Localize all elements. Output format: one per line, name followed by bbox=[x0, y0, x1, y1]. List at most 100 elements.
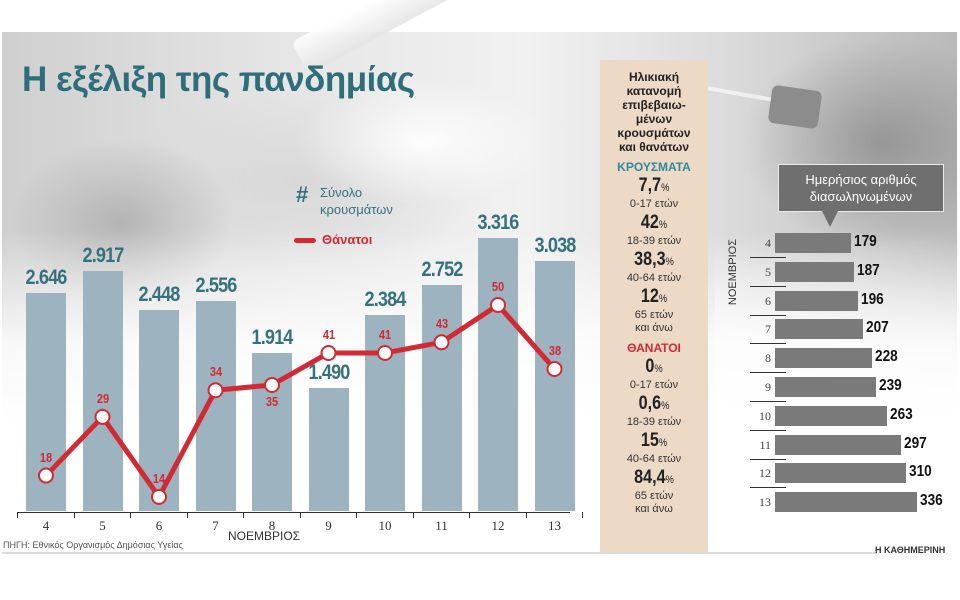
deaths-legend-swatch bbox=[294, 238, 316, 243]
cases-age-range: 0-17 ετών bbox=[629, 198, 679, 210]
cases-age-value: 38,3% bbox=[608, 250, 700, 272]
x-axis-tick bbox=[130, 512, 131, 518]
deaths-point bbox=[151, 488, 167, 505]
intubated-row-divider bbox=[750, 257, 786, 258]
deaths-point bbox=[264, 376, 280, 393]
percent-sign: % bbox=[658, 293, 668, 305]
x-axis-label: 13 bbox=[548, 518, 561, 533]
deaths-pct-number: 0,6 bbox=[638, 393, 662, 414]
intubated-value-label: 263 bbox=[889, 405, 913, 423]
age-title-line: κρουσμάτων bbox=[617, 126, 691, 140]
cases-age-range: και άνω bbox=[635, 322, 673, 334]
cases-bar-label: 1.490 bbox=[308, 361, 350, 385]
intubated-day-label: 10 bbox=[759, 408, 771, 423]
deaths-age-range: 65 ετών bbox=[634, 490, 674, 502]
x-axis-tick bbox=[469, 512, 470, 518]
footer-divider bbox=[2, 552, 877, 554]
cases-bar-label: 3.038 bbox=[534, 233, 576, 257]
intubated-day-label: 9 bbox=[765, 380, 771, 394]
deaths-age-range: 40-64 ετών bbox=[626, 453, 682, 465]
cases-bar-label: 3.316 bbox=[477, 211, 520, 235]
cases-age-value: 12% bbox=[608, 287, 700, 309]
cases-bar-label: 2.917 bbox=[82, 243, 124, 267]
cases-bar-label: 2.556 bbox=[195, 273, 237, 297]
deaths-pct-number: 84,4 bbox=[634, 467, 666, 488]
deaths-age-range: και άνω bbox=[635, 503, 673, 515]
deaths-value-label: 50 bbox=[491, 279, 505, 294]
intubated-row-divider bbox=[750, 429, 786, 431]
source-note: ΠΗΓΗ: Εθνικός Οργανισμός Δημόσιας Υγείας bbox=[3, 540, 183, 550]
intubated-row-divider bbox=[750, 401, 786, 402]
deaths-pct-number: 0 bbox=[645, 356, 655, 377]
x-axis-label: 8 bbox=[268, 518, 276, 533]
deaths-age-value: 84,4% bbox=[608, 468, 700, 490]
intubated-row-divider bbox=[750, 314, 786, 316]
chart-title: Η εξέλιξη της πανδημίας bbox=[22, 60, 415, 99]
x-axis-label: 10 bbox=[378, 518, 392, 533]
intubated-bar bbox=[775, 233, 851, 253]
cases-age-range: 65 ετών bbox=[634, 309, 674, 321]
cases-bar bbox=[478, 238, 518, 511]
deaths-point bbox=[546, 360, 563, 377]
cases-bar-label: 1.914 bbox=[251, 326, 294, 350]
age-title-line: επιβεβαιω- bbox=[622, 98, 686, 112]
x-axis-tick bbox=[186, 512, 188, 518]
cases-age-list: 7,7% 0-17 ετών 42% 18-39 ετών 38,3% 40-64 ετώ… bbox=[600, 176, 708, 335]
intubated-day-label: 12 bbox=[759, 466, 771, 481]
intubated-value-label: 297 bbox=[903, 434, 927, 452]
cases-pct-number: 7,7 bbox=[638, 175, 662, 196]
age-title-line: μένων bbox=[635, 112, 673, 126]
deaths-legend-label: Θάνατοι bbox=[322, 232, 373, 247]
x-axis-label: 7 bbox=[212, 518, 219, 533]
percent-sign: % bbox=[665, 256, 674, 268]
deaths-value-label: 43 bbox=[435, 316, 448, 332]
deaths-age-value: 15% bbox=[608, 431, 700, 453]
intubated-value-label: 310 bbox=[909, 463, 933, 481]
callout-pointer bbox=[822, 211, 838, 227]
deaths-age-value: 0% bbox=[608, 357, 700, 379]
intubated-bar bbox=[775, 348, 872, 369]
cases-legend-line1: Σύνολο bbox=[320, 185, 363, 200]
intubated-bar bbox=[775, 463, 907, 484]
deaths-point bbox=[490, 297, 506, 313]
intubated-row-divider bbox=[750, 458, 786, 460]
cases-bar bbox=[534, 260, 575, 511]
intubated-value-label: 196 bbox=[861, 290, 884, 308]
intubated-day-label: 5 bbox=[765, 264, 771, 279]
percent-sign: % bbox=[658, 437, 668, 449]
intubated-value-label: 207 bbox=[865, 319, 889, 337]
deaths-age-range: 18-39 ετών bbox=[626, 416, 682, 428]
x-axis-label: 12 bbox=[491, 518, 505, 533]
deaths-point bbox=[94, 408, 111, 425]
cases-bar bbox=[82, 270, 123, 511]
intubated-row-divider bbox=[750, 372, 786, 374]
x-axis-title: ΝΟΕΜΒΡΙΟΣ bbox=[228, 529, 301, 543]
deaths-point bbox=[207, 382, 224, 399]
intubated-month-label: ΝΟΕΜΒΡΙΟΣ bbox=[727, 239, 739, 306]
intubated-value-label: 336 bbox=[920, 492, 944, 510]
callout-line2: διασωληνωμένων bbox=[809, 189, 913, 204]
x-axis-tick bbox=[73, 512, 75, 518]
deaths-age-value: 0,6% bbox=[608, 394, 700, 416]
deaths-pct-number: 15 bbox=[640, 430, 659, 451]
x-axis-tick bbox=[412, 512, 414, 518]
cases-legend-icon: # bbox=[296, 182, 309, 207]
deaths-value-label: 35 bbox=[265, 393, 279, 409]
deaths-heading: ΘΑΝΑΤΟΙ bbox=[627, 341, 681, 355]
x-axis-tick bbox=[299, 512, 301, 518]
cases-age-range: 40-64 ετών bbox=[626, 272, 682, 284]
percent-sign: % bbox=[654, 363, 663, 375]
cases-legend-label: Σύνολο κρουσμάτων bbox=[320, 184, 393, 218]
deaths-value-label: 38 bbox=[548, 342, 561, 358]
cases-bar bbox=[421, 284, 462, 511]
intubated-day-label: 6 bbox=[765, 293, 771, 308]
x-axis-label: 4 bbox=[42, 518, 50, 533]
intubated-day-label: 4 bbox=[765, 236, 771, 250]
cases-bar-label: 2.646 bbox=[25, 266, 68, 290]
intubated-bar bbox=[775, 377, 877, 397]
publisher-brand: Η ΚΑΘΗΜΕΡΙΝΗ bbox=[875, 545, 946, 555]
age-title-line: κατανομή bbox=[626, 84, 682, 98]
cases-heading: ΚΡΟΥΣΜΑΤΑ bbox=[617, 160, 691, 174]
intubated-bar bbox=[775, 405, 887, 426]
